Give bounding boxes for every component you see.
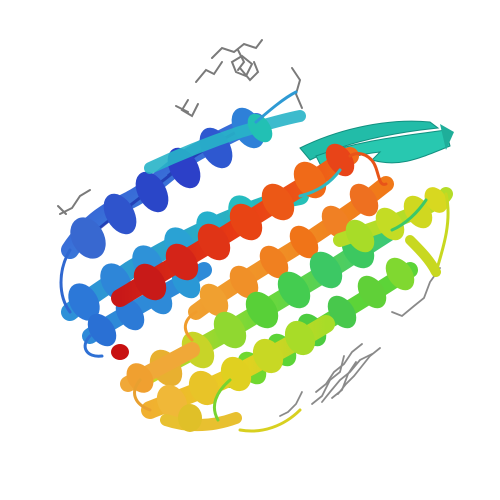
ligand-sticks-right: [279, 267, 441, 417]
ligand-sticks-top: [175, 39, 303, 118]
beta-sheet: [299, 120, 454, 169]
ligand-sticks-left: [57, 189, 91, 215]
helix-orange-lower: [120, 342, 242, 432]
helix-red: [111, 143, 359, 307]
helix-orange: [188, 176, 394, 320]
helix-cyan: [144, 110, 306, 174]
loop-coils: [59, 90, 450, 433]
helix-yellow-bottom: [141, 315, 335, 420]
